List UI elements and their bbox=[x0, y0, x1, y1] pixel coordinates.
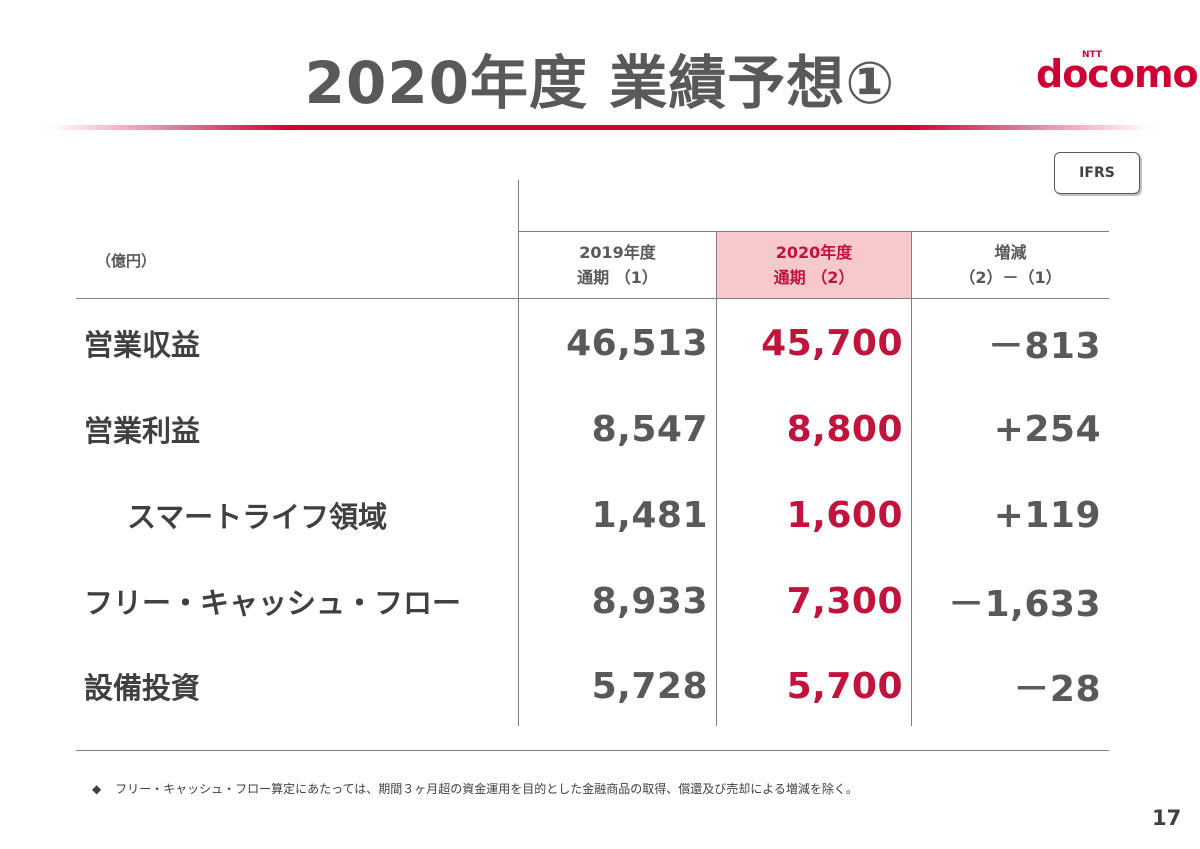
column-header-line2: 通期 （1） bbox=[577, 268, 658, 287]
footnote-text: フリー・キャッシュ・フロー算定にあたっては、期間３ヶ月超の資金運用を目的とした金… bbox=[115, 782, 858, 796]
cell-change: －28 bbox=[1013, 669, 1101, 710]
column-header-fy2020: 2020年度 通期 （2） bbox=[717, 232, 911, 298]
row-label-operating-profit: 営業利益 bbox=[84, 414, 201, 448]
logo-wordmark: docomo bbox=[1036, 52, 1199, 96]
column-header-fy2019: 2019年度 通期 （1） bbox=[519, 232, 716, 298]
column-header-line1: 増減 bbox=[994, 243, 1027, 262]
cell-fy2019: 1,481 bbox=[591, 494, 708, 536]
cell-change: +254 bbox=[993, 408, 1101, 450]
cell-fy2020: 1,600 bbox=[786, 494, 903, 536]
title-divider bbox=[50, 125, 1150, 130]
cell-fy2019: 8,547 bbox=[591, 408, 708, 450]
cell-fy2020: 5,700 bbox=[786, 665, 903, 707]
unit-label: （億円） bbox=[96, 252, 157, 270]
cell-fy2019: 46,513 bbox=[566, 322, 708, 364]
cell-fy2020: 45,700 bbox=[761, 322, 903, 364]
header-bottom-border bbox=[76, 298, 1109, 299]
cell-fy2020: 8,800 bbox=[786, 408, 903, 450]
cell-change: +119 bbox=[993, 494, 1101, 536]
logo-ntt-text: NTT bbox=[1082, 50, 1103, 60]
header-top-border bbox=[518, 231, 1109, 232]
cell-fy2019: 8,933 bbox=[591, 580, 708, 622]
row-label-smart-life: スマートライフ領域 bbox=[127, 500, 388, 534]
cell-fy2020: 7,300 bbox=[786, 580, 903, 622]
footnote-bullet-icon: ◆ bbox=[92, 782, 102, 796]
footnote: ◆ フリー・キャッシュ・フロー算定にあたっては、期間３ヶ月超の資金運用を目的とし… bbox=[92, 780, 858, 797]
table-bottom-border bbox=[76, 750, 1109, 751]
ifrs-badge: IFRS bbox=[1054, 152, 1140, 194]
docomo-logo: NTT docomo bbox=[1036, 50, 1199, 96]
row-label-operating-revenue: 営業収益 bbox=[84, 328, 201, 362]
table-divider-v3 bbox=[911, 232, 912, 726]
cell-fy2019: 5,728 bbox=[591, 665, 708, 707]
column-header-line1: 2019年度 bbox=[579, 243, 656, 262]
column-header-change: 増減 （2）－（1） bbox=[912, 232, 1109, 298]
cell-change: －813 bbox=[987, 326, 1101, 367]
column-header-line2: （2）－（1） bbox=[959, 268, 1062, 287]
cell-change: －1,633 bbox=[948, 584, 1101, 625]
page-title: 2020年度 業績予想① bbox=[304, 49, 896, 117]
table-divider-v1 bbox=[518, 180, 519, 726]
row-label-capex: 設備投資 bbox=[84, 671, 201, 705]
table-divider-v2 bbox=[716, 232, 717, 726]
row-label-free-cash-flow: フリー・キャッシュ・フロー bbox=[84, 586, 462, 620]
column-header-line1: 2020年度 bbox=[775, 243, 853, 262]
page-number: 17 bbox=[1152, 806, 1182, 830]
column-header-line2: 通期 （2） bbox=[773, 268, 855, 287]
